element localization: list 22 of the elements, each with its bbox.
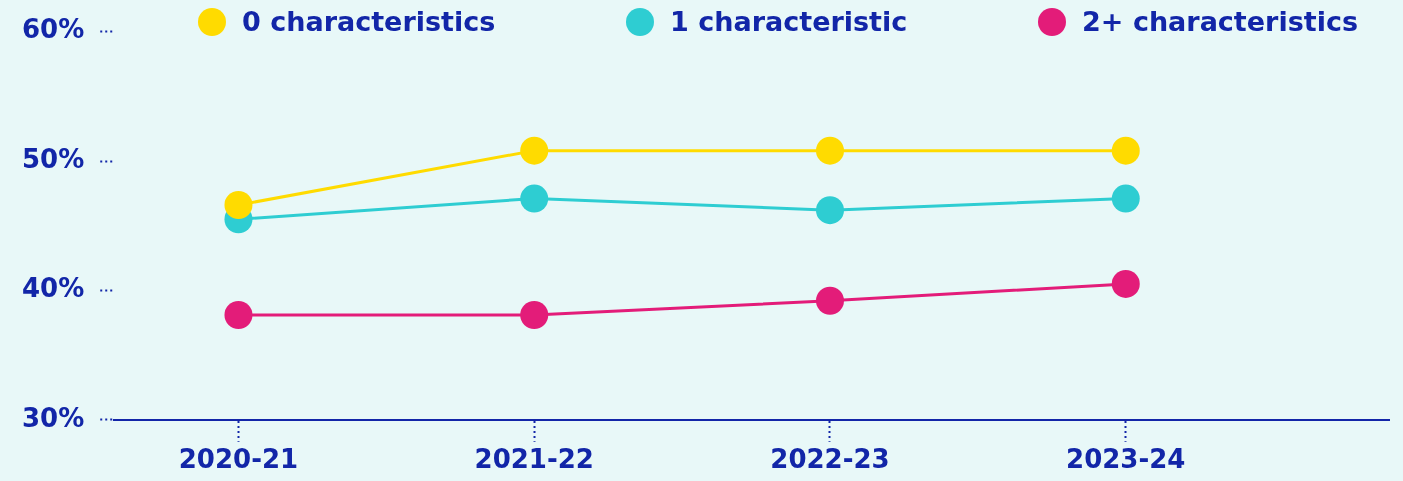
x-tick-label: 2021-22 <box>474 444 594 475</box>
legend-label: 0 characteristics <box>242 6 496 37</box>
point <box>224 191 253 219</box>
x-tick-label: 2022-23 <box>770 444 890 475</box>
point <box>816 286 844 315</box>
point <box>1111 184 1140 213</box>
point <box>520 184 549 213</box>
point <box>816 136 844 165</box>
legend-label: 2+ characteristics <box>1082 6 1358 37</box>
x-tick-label: 2020-21 <box>178 444 299 475</box>
point <box>816 196 844 225</box>
y-tick-label: 40% <box>22 273 85 304</box>
legend-label: 1 characteristic <box>670 6 908 37</box>
x-tick-label: 2023-24 <box>1066 444 1186 475</box>
point <box>224 300 253 329</box>
point <box>520 136 549 165</box>
y-tick-label: 30% <box>22 402 85 433</box>
point <box>520 300 549 329</box>
point <box>1111 269 1140 298</box>
y-tick-label: 50% <box>22 143 85 174</box>
y-tick-label: 60% <box>22 14 85 45</box>
point <box>1111 136 1140 165</box>
